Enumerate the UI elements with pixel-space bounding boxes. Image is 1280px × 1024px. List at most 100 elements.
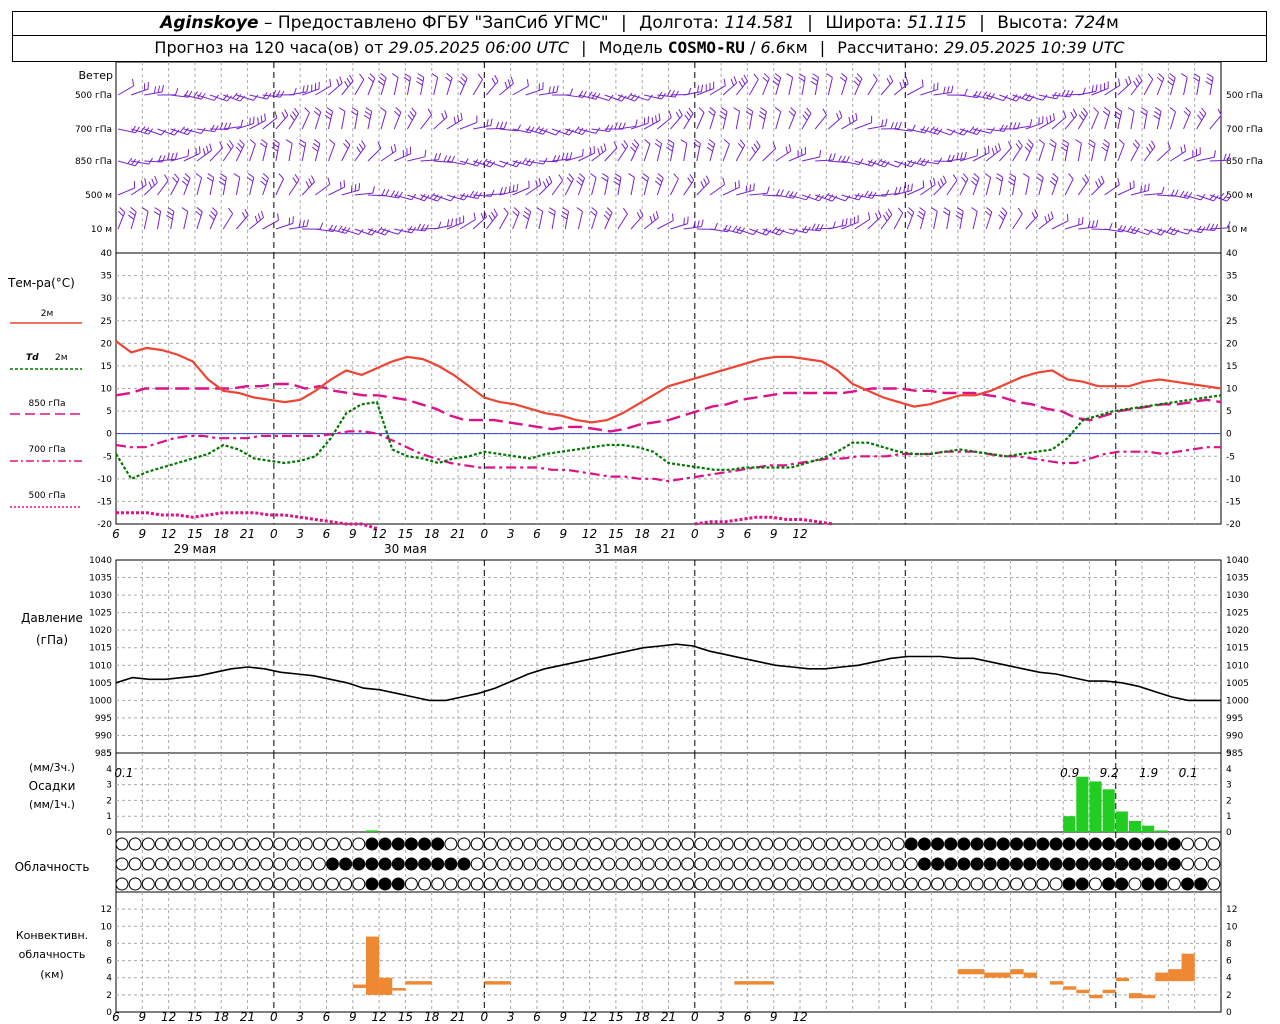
wind-barb	[473, 160, 491, 168]
wind-barb-flag	[824, 192, 830, 199]
wind-barb	[841, 160, 860, 166]
cloud-symbol-low	[325, 877, 339, 891]
wind-barb-flag	[1021, 92, 1027, 99]
wind-barb	[117, 128, 136, 134]
wind-barb-flag	[161, 85, 164, 93]
cloud-symbol-low	[194, 877, 208, 891]
wind-barb-flag	[639, 209, 644, 216]
ytick-right-temp: 10	[1226, 385, 1238, 395]
wind-barb	[367, 78, 376, 96]
wind-barb	[828, 116, 843, 130]
wind-barb-flag	[745, 185, 748, 193]
cloud-symbol-low	[589, 877, 603, 891]
wind-barb	[643, 119, 661, 130]
wind-barb-flag	[278, 173, 284, 180]
cloud-symbol-middle	[1207, 857, 1221, 871]
cloud-symbol-middle	[523, 857, 537, 871]
wind-barb-flag	[272, 143, 279, 148]
wind-barb-flag	[385, 189, 390, 196]
wind-barb-flag	[1082, 107, 1088, 114]
cloud-symbol-low	[891, 877, 905, 891]
wind-barb-flag	[1183, 144, 1187, 152]
wind-barb-flag	[365, 107, 372, 112]
wind-barb-flag	[134, 159, 140, 167]
conv-bar	[1142, 994, 1156, 999]
wind-barb	[696, 112, 705, 130]
wind-barb-flag	[1080, 111, 1086, 118]
wind-barb-flag	[1140, 111, 1147, 116]
wind-barb	[880, 160, 899, 168]
wind-barb-flag	[647, 94, 653, 101]
cloud-symbol-high	[457, 837, 471, 851]
wind-barb-flag	[364, 111, 372, 116]
wind-barb-flag	[603, 214, 610, 221]
wind-barb	[775, 150, 792, 162]
wind-barb	[288, 143, 293, 162]
wind-barb	[472, 79, 483, 96]
wind-barb-flag	[705, 175, 710, 183]
ytick-left-conv: 8	[106, 939, 112, 949]
wind-barb	[1196, 156, 1215, 162]
wind-barb-flag	[613, 181, 620, 186]
ytick-left-pres: 1040	[89, 556, 112, 566]
wind-barb	[223, 94, 241, 102]
ytick-left-pres: 990	[95, 731, 112, 741]
ytick-left-temp: 30	[101, 294, 113, 304]
wind-barb	[972, 211, 978, 230]
wind-barb	[354, 111, 359, 130]
wind-barb-flag	[1115, 107, 1122, 112]
wind-barb-flag	[996, 173, 1004, 178]
wind-barb-flag	[1060, 146, 1068, 152]
wind-barb	[222, 213, 234, 230]
wind-barb	[1144, 193, 1163, 196]
wind-barb-flag	[918, 210, 925, 216]
wind-barb-flag	[666, 143, 674, 148]
conv-bar	[1155, 972, 1169, 982]
wind-barb	[985, 177, 992, 196]
wind-barb-flag	[395, 107, 402, 113]
wind-barb	[1091, 181, 1105, 196]
wind-barb	[209, 177, 215, 196]
wind-barb	[696, 181, 710, 196]
wind-barb-flag	[246, 176, 254, 182]
wind-barb-flag	[1140, 185, 1143, 193]
wind-barb	[446, 160, 465, 165]
wind-barb-flag	[854, 192, 860, 200]
wind-barb-flag	[844, 195, 851, 202]
wind-barb-flag	[1088, 139, 1096, 144]
wind-barb	[604, 94, 622, 102]
cloud-symbol-high	[1167, 837, 1181, 851]
wind-barb	[972, 152, 990, 162]
wind-barb-flag	[839, 110, 843, 118]
wind-barb	[1183, 194, 1201, 201]
wind-barb	[538, 182, 553, 196]
cloud-symbol-high	[378, 837, 392, 851]
wind-barb-flag	[943, 207, 951, 212]
wind-barb	[1156, 78, 1165, 96]
wind-barb-flag	[477, 73, 483, 80]
cloud-symbol-low	[1194, 877, 1208, 891]
wind-barb-flag	[785, 146, 788, 154]
wind-barb	[354, 228, 372, 236]
wind-barb-flag	[600, 145, 604, 153]
xtick-bottom: 18	[214, 1010, 230, 1024]
wind-barb-flag	[219, 177, 226, 182]
cloud-symbol-middle	[707, 857, 721, 871]
cloud-symbol-low	[812, 877, 826, 891]
xtick-temp: 18	[635, 527, 651, 541]
wind-barb	[314, 111, 322, 130]
wind-barb-flag	[302, 85, 305, 93]
wind-barb-flag	[1118, 224, 1123, 232]
cloud-symbol-middle	[233, 857, 247, 871]
wind-barb-flag	[416, 223, 422, 231]
wind-barb-flag	[298, 220, 302, 228]
xtick-temp: 3	[717, 527, 725, 541]
wind-barb	[393, 112, 402, 130]
wind-barb-flag	[1153, 114, 1160, 120]
wind-barb-flag	[445, 76, 452, 82]
wind-barb-flag	[249, 139, 256, 145]
wind-barb	[262, 219, 279, 230]
cloud-symbol-high	[668, 837, 681, 851]
wind-barb-flag	[521, 157, 527, 164]
